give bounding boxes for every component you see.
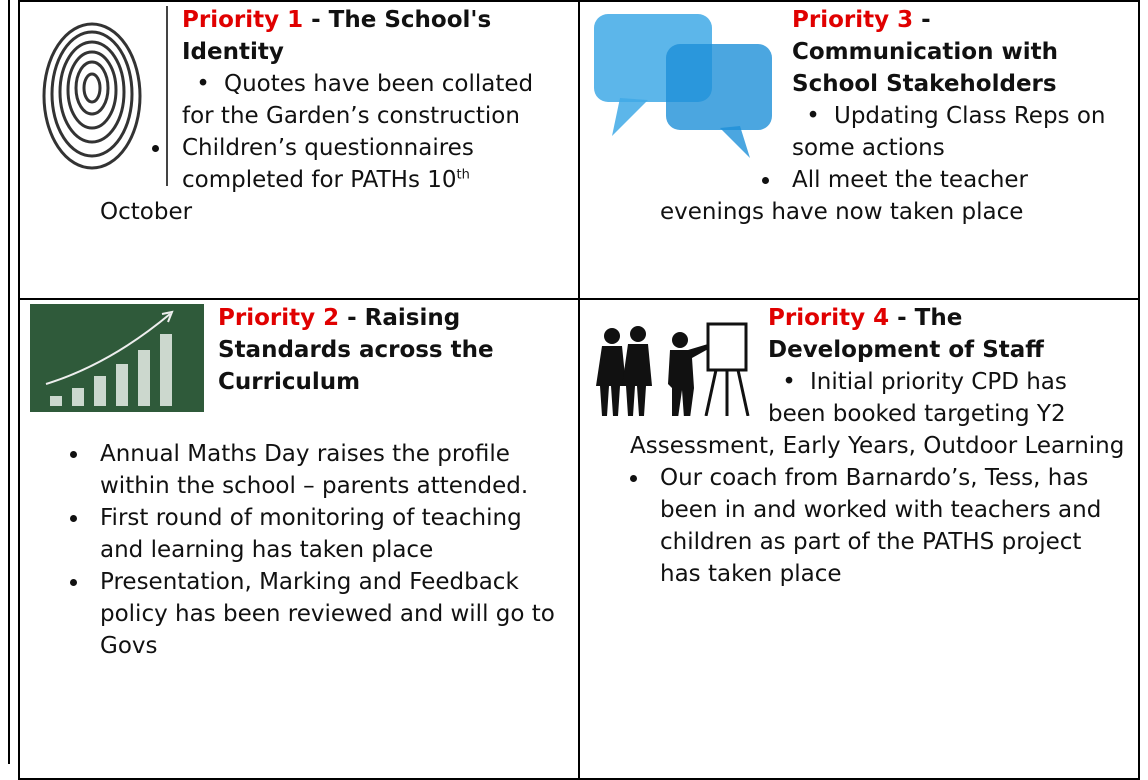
bullet: • Updating Class Reps on some actions — [792, 103, 1106, 161]
bullet-text: Updating Class Reps on some actions — [792, 103, 1106, 161]
bullet: • Quotes have been collated for the Garde… — [182, 71, 534, 129]
priority-title: - Communication with School Stakeholders — [792, 7, 1058, 97]
priority-title: - Raising Standards across the Curriculu… — [218, 305, 494, 395]
table-cell: Priority 2 - Raising Standards across th… — [18, 298, 580, 780]
bullet: All meet the teacher evenings have now t… — [650, 164, 1128, 228]
bullet: • Initial priority CPD has been booked ta… — [630, 369, 1125, 459]
priority-label: Priority 1 — [182, 7, 304, 33]
bullet-text: Initial priority CPD has been booked tar… — [630, 369, 1125, 459]
priority-heading: Priority 3 - Communication with School S… — [590, 4, 1128, 100]
bullet-list: Our coach from Barnardo’s, Tess, has bee… — [590, 462, 1128, 590]
bullet-text: Children’s questionnaires completed for … — [182, 135, 474, 193]
bullet-list: All meet the teacher evenings have now t… — [590, 164, 1128, 228]
priority-label: Priority 2 — [218, 305, 340, 331]
table-cell: Priority 4 - The Development of Staff • I… — [578, 298, 1140, 780]
priorities-table: Priority 1 - The School's Identity • Quot… — [18, 0, 1140, 780]
bullet: First round of monitoring of teaching an… — [90, 502, 568, 566]
bullet-text: Quotes have been collated for the Garden… — [182, 71, 534, 129]
bullet-list: Annual Maths Day raises the profile with… — [30, 438, 568, 662]
priority-heading: Priority 2 - Raising Standards across th… — [30, 302, 568, 398]
bullet: Presentation, Marking and Feedback polic… — [90, 566, 568, 662]
fingerprint-image — [42, 6, 168, 186]
table-row: Priority 1 - The School's Identity • Quot… — [18, 0, 1140, 300]
superscript: th — [456, 167, 470, 183]
priority-label: Priority 3 — [792, 7, 914, 33]
silhouettes-image — [596, 322, 750, 416]
margin-line — [8, 0, 10, 764]
bullet-text: October — [100, 199, 193, 225]
priority-heading: Priority 1 - The School's Identity — [30, 4, 568, 68]
table-row: Priority 2 - Raising Standards across th… — [18, 298, 1140, 780]
priority-title: - The School's Identity — [182, 7, 492, 65]
priority-heading: Priority 4 - The Development of Staff — [590, 302, 1128, 366]
page: {"table": {"rows": [ [ {"priority": "Pri… — [0, 0, 1148, 764]
priority-label: Priority 4 — [768, 305, 890, 331]
bullet: Our coach from Barnardo’s, Tess, has bee… — [650, 462, 1128, 590]
table-cell: Priority 3 - Communication with School S… — [578, 0, 1140, 300]
priority-title: - The Development of Staff — [768, 305, 1044, 363]
chalkboard-graph-image — [30, 304, 204, 412]
bullet: Annual Maths Day raises the profile with… — [90, 438, 568, 502]
bullet-list: Children’s questionnaires completed for … — [30, 132, 568, 228]
speech-bubbles-image — [594, 14, 772, 158]
bullet: Children’s questionnaires completed for … — [90, 132, 568, 228]
table-cell: Priority 1 - The School's Identity • Quot… — [18, 0, 580, 300]
